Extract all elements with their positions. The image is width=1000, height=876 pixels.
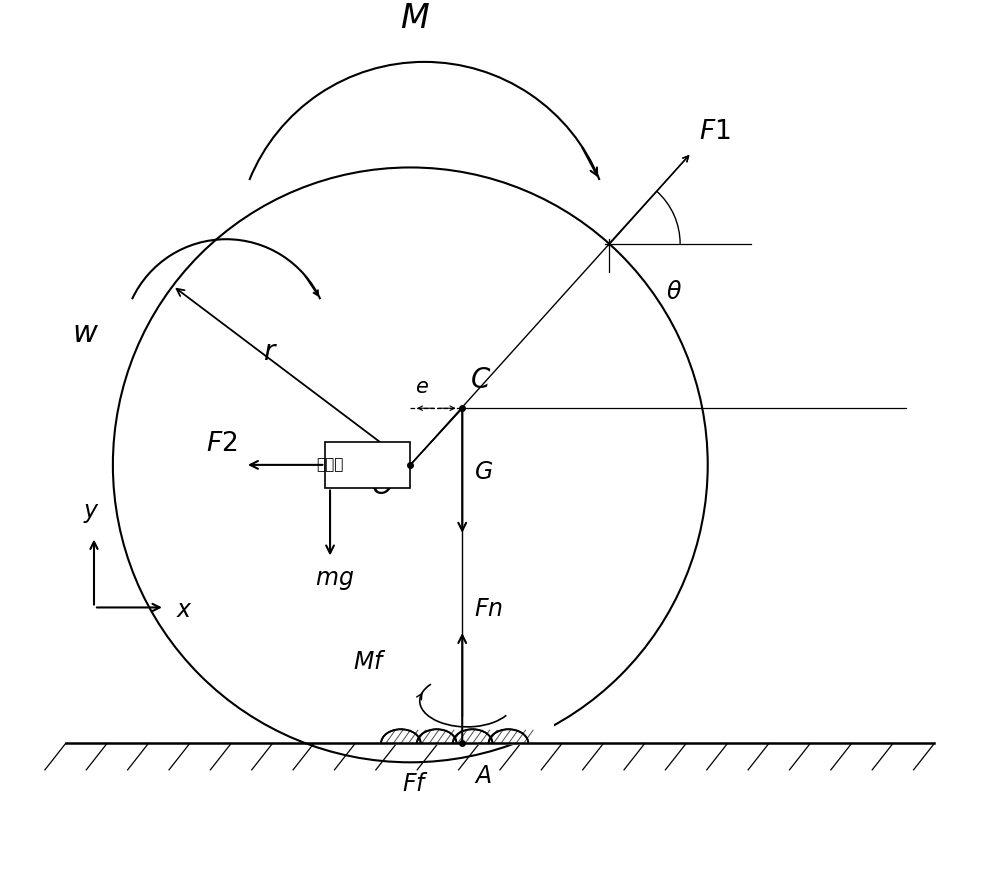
Text: 平衡块: 平衡块 — [316, 457, 344, 472]
Text: $C$: $C$ — [470, 366, 491, 394]
Text: $e$: $e$ — [415, 377, 429, 397]
Text: $A$: $A$ — [474, 764, 491, 788]
Bar — [325, 442, 410, 488]
Text: $w$: $w$ — [72, 319, 99, 348]
Text: $y$: $y$ — [83, 501, 100, 526]
Text: $G$: $G$ — [474, 460, 493, 484]
Text: $mg$: $mg$ — [315, 568, 354, 592]
Text: $r$: $r$ — [263, 338, 277, 366]
Text: $F2$: $F2$ — [206, 431, 238, 457]
Text: $Mf$: $Mf$ — [353, 651, 387, 675]
Text: $Fn$: $Fn$ — [474, 597, 503, 621]
Text: $F1$: $F1$ — [699, 119, 731, 145]
Text: $Ff$: $Ff$ — [402, 772, 428, 795]
Text: $O$: $O$ — [371, 472, 393, 500]
Polygon shape — [382, 744, 544, 745]
Text: $\theta$: $\theta$ — [666, 279, 682, 304]
Text: $x$: $x$ — [176, 598, 193, 622]
Text: $M$: $M$ — [400, 3, 430, 35]
Polygon shape — [382, 717, 554, 745]
